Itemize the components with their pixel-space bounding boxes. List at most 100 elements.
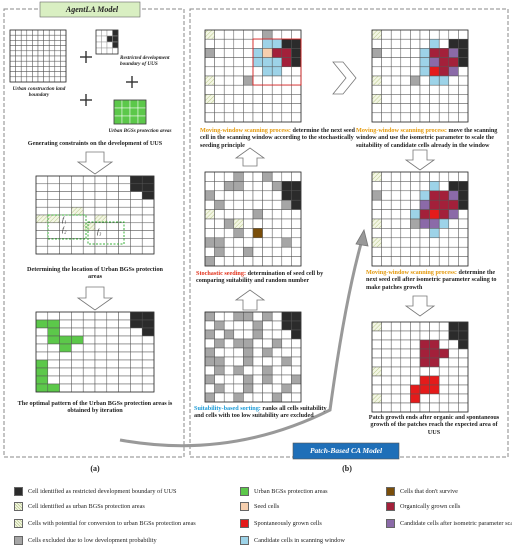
cell (429, 246, 440, 257)
cell (204, 320, 215, 331)
cell (371, 171, 382, 182)
cell (71, 343, 84, 353)
cell (271, 365, 283, 376)
cell (233, 218, 244, 229)
cell (438, 57, 450, 68)
cell (71, 383, 84, 393)
cell (32, 50, 39, 57)
cell (262, 171, 273, 182)
cell (243, 392, 254, 403)
cell (214, 171, 225, 182)
cell (291, 57, 302, 68)
cell (448, 29, 459, 40)
cell (233, 66, 244, 77)
cell (37, 60, 44, 67)
cell (106, 175, 119, 185)
cell (59, 359, 72, 369)
legend-label: Cells with potential for conversion to u… (28, 520, 196, 527)
cell (291, 228, 302, 239)
legend-swatch (14, 487, 23, 496)
step-text: Moving-window scanning process: determin… (200, 127, 355, 149)
cell (37, 29, 44, 36)
cell (35, 191, 49, 200)
cell (419, 237, 430, 248)
cell (243, 181, 254, 192)
cell (32, 76, 39, 83)
cell (410, 75, 421, 86)
cell (390, 228, 402, 239)
cell (381, 330, 392, 341)
cell (233, 347, 244, 358)
cell (400, 228, 411, 239)
cell (448, 171, 459, 182)
cell (106, 191, 119, 200)
cell (94, 319, 108, 329)
cell (271, 57, 283, 68)
cell (106, 327, 119, 337)
cell (243, 209, 254, 220)
cell (204, 199, 215, 210)
cell (429, 112, 440, 123)
cell (429, 321, 440, 332)
cell (214, 48, 225, 58)
cell (233, 374, 244, 385)
cell (141, 327, 155, 337)
cell (37, 34, 44, 41)
cell (54, 50, 61, 57)
cell (448, 402, 459, 413)
cell (429, 66, 440, 77)
cell (243, 171, 254, 182)
legend-label: Cells that don't survive (400, 488, 458, 495)
cell (121, 99, 131, 109)
cell (118, 359, 131, 369)
cell (48, 76, 56, 83)
cell (281, 256, 292, 267)
cell (438, 402, 450, 413)
cell (141, 335, 155, 345)
cell (438, 48, 450, 58)
cell (130, 383, 143, 393)
cell (112, 35, 119, 43)
cell (35, 245, 49, 255)
cell (204, 190, 215, 201)
cell (9, 50, 16, 57)
cell (118, 351, 131, 361)
cell (271, 190, 283, 201)
cell (458, 181, 469, 192)
cell (252, 209, 263, 220)
cell (419, 57, 430, 68)
cell (121, 115, 131, 125)
cell (35, 222, 49, 231)
cell (419, 103, 430, 114)
cell (82, 311, 96, 321)
cell (371, 66, 382, 77)
cell (106, 319, 119, 329)
cell (400, 103, 411, 114)
cell (223, 199, 235, 210)
cell (458, 357, 469, 368)
cell (223, 103, 235, 114)
cell (141, 230, 155, 239)
cell (429, 171, 440, 182)
cell (223, 29, 235, 40)
cell (35, 319, 49, 329)
cell (47, 245, 60, 255)
right-title-box (292, 442, 400, 460)
cell (233, 228, 244, 239)
cell (381, 402, 392, 413)
cell (400, 339, 411, 350)
cell (419, 366, 430, 377)
cell (458, 246, 469, 257)
cell (106, 245, 119, 255)
cell (129, 99, 139, 109)
cell (271, 392, 283, 403)
cell (410, 366, 421, 377)
cell (35, 175, 49, 185)
grid-border (113, 99, 147, 125)
cell (214, 38, 225, 49)
cell (291, 112, 302, 123)
cell (410, 218, 421, 229)
cell (223, 112, 235, 123)
cell (9, 66, 16, 72)
cell (371, 29, 382, 40)
